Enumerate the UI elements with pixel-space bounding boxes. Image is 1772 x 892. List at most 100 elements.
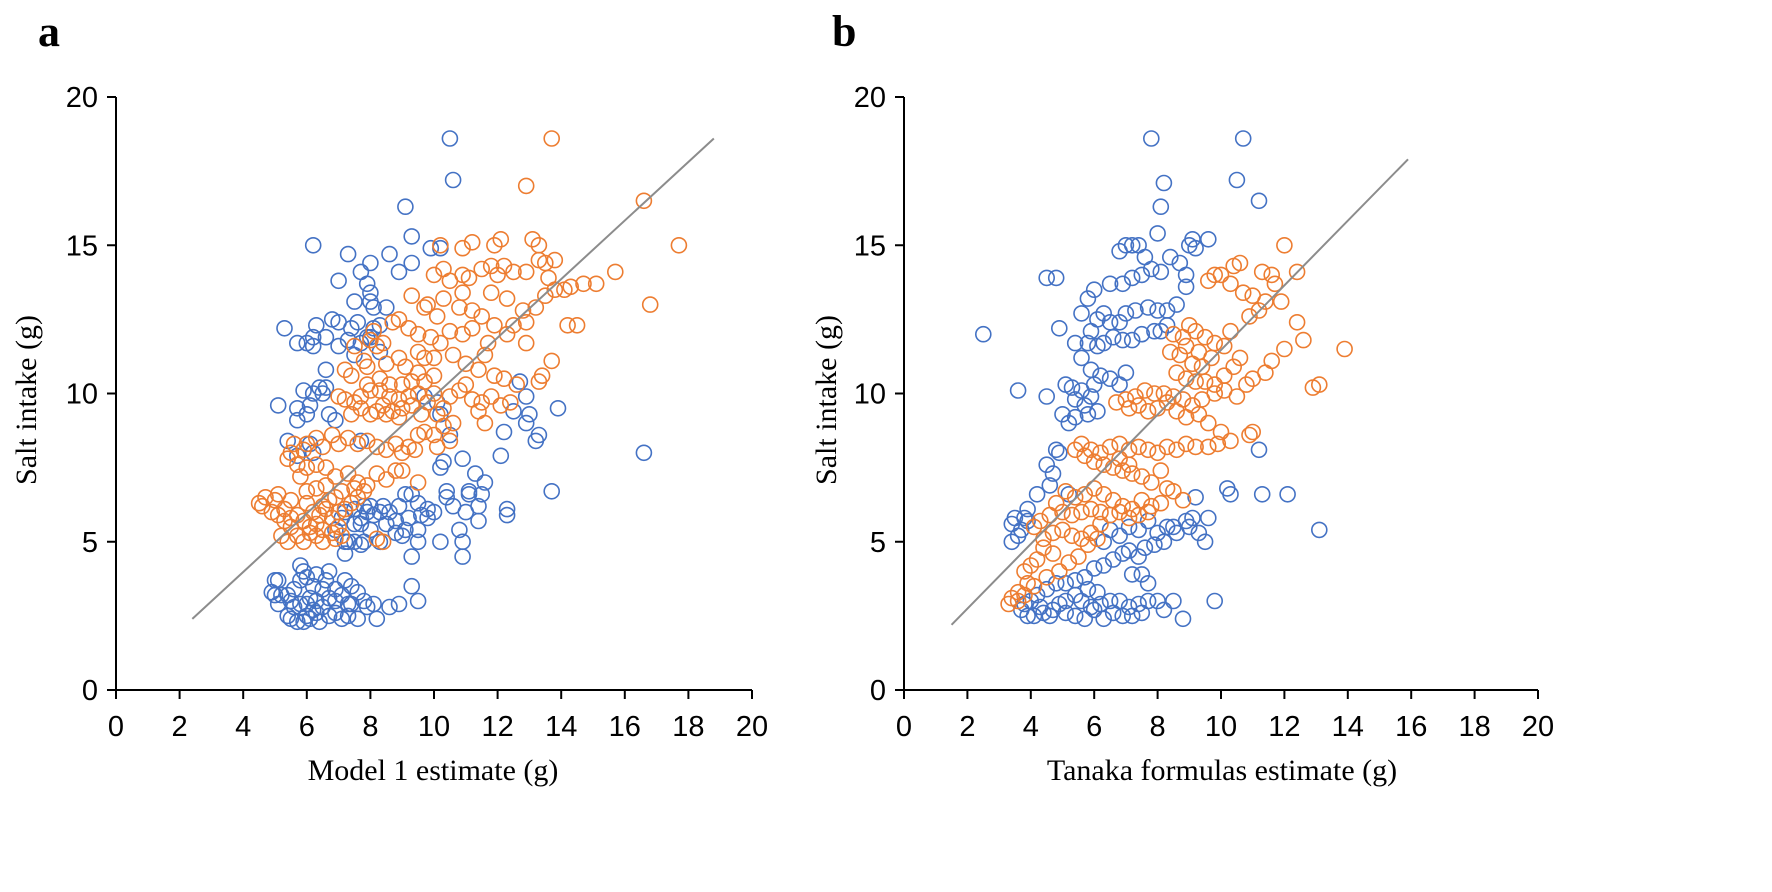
scatter-point-series-2 xyxy=(1336,340,1353,358)
scatter-point-series-2 xyxy=(1250,302,1268,319)
scatter-point-series-2 xyxy=(492,231,510,248)
scatter-point-series-2 xyxy=(536,287,554,305)
scatter-point-series-1 xyxy=(1085,601,1103,619)
scatter-point-series-1 xyxy=(521,405,538,423)
x-tick-label: 18 xyxy=(672,711,704,743)
scatter-point-series-2 xyxy=(307,429,325,447)
scatter-point-series-1 xyxy=(1009,382,1027,399)
scatter-point-series-1 xyxy=(355,533,373,551)
scatter-point-series-2 xyxy=(295,441,312,459)
x-tick-label: 14 xyxy=(545,711,577,743)
scatter-point-series-1 xyxy=(339,595,357,613)
scatter-point-series-2 xyxy=(409,325,427,343)
scatter-point-series-2 xyxy=(307,456,325,474)
scatter-point-series-1 xyxy=(432,459,449,476)
scatter-point-series-2 xyxy=(1111,450,1128,468)
scatter-point-series-1 xyxy=(1079,290,1097,307)
scatter-point-series-1 xyxy=(1190,524,1208,542)
scatter-point-series-1 xyxy=(460,485,478,503)
scatter-point-series-1 xyxy=(1149,592,1166,610)
scatter-point-series-2 xyxy=(333,482,351,500)
scatter-point-series-1 xyxy=(1196,533,1214,551)
scatter-point-series-2 xyxy=(1114,462,1131,479)
scatter-point-series-1 xyxy=(327,592,344,610)
scatter-point-series-1 xyxy=(342,577,360,595)
reference-line-a xyxy=(191,137,715,620)
y-axis-label-b: Salt intake (g) xyxy=(810,315,843,485)
scatter-point-series-2 xyxy=(517,177,535,195)
scatter-point-series-2 xyxy=(368,402,386,420)
x-tick-label: 6 xyxy=(299,711,315,743)
scatter-point-series-2 xyxy=(269,485,287,503)
scatter-point-series-2 xyxy=(1120,456,1138,474)
scatter-point-series-2 xyxy=(435,399,452,417)
scatter-point-series-2 xyxy=(1139,402,1157,420)
scatter-point-series-2 xyxy=(377,471,395,488)
scatter-point-series-2 xyxy=(387,462,405,479)
scatter-point-series-2 xyxy=(346,337,363,355)
scatter-point-series-1 xyxy=(1095,305,1112,322)
scatter-point-series-2 xyxy=(330,388,347,405)
scatter-point-series-1 xyxy=(1152,322,1170,340)
y-tick-label: 5 xyxy=(82,527,98,559)
scatter-point-series-2 xyxy=(1066,441,1084,459)
scatter-point-series-2 xyxy=(1215,337,1233,355)
scatter-point-series-2 xyxy=(374,397,392,414)
scatter-point-series-1 xyxy=(377,299,395,316)
scatter-point-series-2 xyxy=(1095,485,1112,503)
scatter-point-series-2 xyxy=(1073,435,1090,453)
scatter-point-series-2 xyxy=(298,494,316,512)
scatter-point-series-1 xyxy=(1076,610,1093,628)
scatter-point-series-2 xyxy=(1155,385,1173,402)
scatter-point-series-2 xyxy=(473,394,491,411)
scatter-point-series-2 xyxy=(432,334,449,352)
scatter-point-series-1 xyxy=(1117,237,1135,254)
scatter-point-series-2 xyxy=(425,349,443,367)
scatter-point-series-2 xyxy=(533,367,551,385)
y-tick-label: 20 xyxy=(854,82,886,114)
scatter-point-series-2 xyxy=(416,373,433,390)
scatter-point-series-1 xyxy=(1174,610,1192,628)
scatter-point-series-2 xyxy=(307,480,325,497)
y-tick-label: 15 xyxy=(854,230,886,262)
scatter-point-series-1 xyxy=(320,563,338,580)
scatter-point-series-1 xyxy=(441,130,459,147)
scatter-point-series-2 xyxy=(1199,414,1217,432)
y-tick-label: 10 xyxy=(66,379,98,411)
scatter-point-series-2 xyxy=(1158,438,1176,456)
scatter-point-series-2 xyxy=(1190,405,1208,423)
x-tick-label: 4 xyxy=(1023,711,1039,743)
scatter-point-series-1 xyxy=(454,450,471,468)
scatter-point-series-2 xyxy=(327,468,344,485)
scatter-point-series-1 xyxy=(1047,574,1065,592)
panel-letter-b: b xyxy=(832,7,856,56)
scatter-point-series-2 xyxy=(543,130,561,147)
scatter-point-series-2 xyxy=(358,432,376,450)
ticks-layer-b: 0 2 4 6 8 10 12 14 16 18 20 0 5 10 15 20 xyxy=(854,82,1554,743)
scatter-point-series-1 xyxy=(314,580,332,598)
scatter-point-series-2 xyxy=(1206,376,1224,393)
scatter-point-series-1 xyxy=(1095,557,1112,574)
scatter-point-series-2 xyxy=(1060,554,1078,571)
scatter-point-series-2 xyxy=(285,435,303,453)
scatter-point-series-1 xyxy=(1253,485,1271,503)
scatter-point-series-1 xyxy=(1114,275,1131,293)
scatter-point-series-2 xyxy=(1082,500,1100,518)
scatter-point-series-2 xyxy=(463,234,481,251)
scatter-point-series-2 xyxy=(543,352,561,370)
scatter-point-series-1 xyxy=(1032,598,1049,616)
scatter-point-series-2 xyxy=(1241,308,1258,325)
scatter-point-series-1 xyxy=(292,557,309,574)
scatter-point-series-1 xyxy=(288,399,306,417)
scatter-point-series-2 xyxy=(444,414,462,432)
scatter-point-series-1 xyxy=(1038,456,1055,474)
scatter-point-series-2 xyxy=(298,459,316,476)
scatter-point-series-2 xyxy=(1032,512,1049,530)
scatter-point-series-1 xyxy=(438,488,456,506)
scatter-point-series-1 xyxy=(358,503,376,521)
x-tick-label: 12 xyxy=(481,711,513,743)
scatter-point-series-1 xyxy=(1149,524,1166,542)
scatter-point-series-2 xyxy=(432,237,449,254)
scatter-point-series-1 xyxy=(1180,518,1198,536)
scatter-point-series-2 xyxy=(1076,447,1093,465)
